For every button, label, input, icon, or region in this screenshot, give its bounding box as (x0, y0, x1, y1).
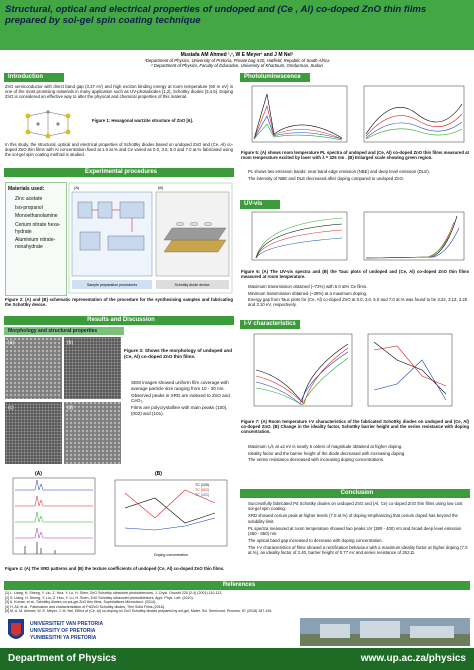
materials: Materials used: Zinc acetate Iso-propano… (8, 186, 64, 291)
bullet: XRD showed cerium peak at higher levels … (248, 513, 469, 524)
panel-title: Sample preparation procedures (87, 283, 138, 287)
figure-caption: Figure 6: (A) The UV-vis spectra and (B)… (241, 269, 469, 280)
bullet: The series resistance decreased with inc… (248, 457, 469, 462)
department: Department of Physics (8, 653, 117, 664)
bullet: Maximum Iₒ/Iᵣ at ±2 eV is nearly 5 order… (248, 444, 469, 449)
panel-title: Schottky diode device (175, 283, 210, 287)
logo-text: UNIVERSITY OF PRETORIA (30, 628, 96, 634)
affiliation: ¹Department of Physics, University of Pr… (144, 58, 330, 63)
figure-caption: Figure 2: (A) and (B) schematic represen… (5, 297, 233, 308)
material: Aluminium nitrate-nonahydrate (15, 237, 64, 251)
legend-entry: TC (100) (195, 483, 209, 487)
bullet: PL shows two emission bands: near band e… (248, 169, 469, 174)
reference: [2] S. Liang, H. Sheng, Y. Liu, Z. Huo, … (5, 595, 194, 600)
reference: [3] A. Kumar, et al., Schottky diodes on… (5, 600, 157, 605)
figure-4: (A) (B) TC (100) TC (002) TC (101) Dopin… (12, 471, 228, 557)
material: Iso-propanol (15, 205, 64, 212)
bullet: Films are polycrystalline with main peak… (131, 405, 232, 416)
sem-label: (a) (8, 340, 14, 346)
sem-label: (c) (8, 405, 14, 411)
crystal-figure (25, 110, 71, 139)
materials-box (5, 182, 67, 296)
section-heading: I-V characteristics (240, 320, 300, 329)
bullet: Minimum transmission obtained (~38%) at … (248, 291, 469, 296)
bullet: SEM images showed uniform film coverage … (131, 380, 232, 391)
reference: [4] H. Ali, et al., Fabrication and char… (5, 604, 165, 609)
material: Monoethanolamine (15, 213, 64, 220)
bullet: The I-V characteristics of films showed … (248, 545, 469, 556)
pl-figure (251, 85, 465, 143)
logo-text: YUNIBESITHI YA PRETORIA (30, 635, 97, 641)
logo-text: UNIVERSITEIT VAN PRETORIA (30, 621, 104, 627)
panel-label: (B) (158, 185, 164, 190)
sem-label: (b) (67, 340, 73, 346)
results-bullets: SEM images showed uniform film coverage … (124, 380, 232, 464)
intro-text: ZnO semiconductor with direct band gap (… (5, 84, 233, 100)
sem-images: (a) (b) (c) (d) (5, 337, 121, 464)
panel-label: (A) (74, 185, 80, 190)
reference-list: [1] L. Liang, H. Sheng, Y. Liu, Z. Hua, … (5, 591, 469, 615)
materials-title: Materials used: (8, 186, 45, 192)
figure-caption: Figure 1: Hexagonal wurtzite structure o… (92, 118, 193, 123)
iv-bullets: Maximum Iₒ/Iᵣ at ±2 eV is nearly 5 order… (241, 444, 469, 482)
sub-heading: Morphology and structural properties (4, 327, 124, 335)
bullet: Maximum transmission obtained (~72%) wit… (248, 284, 469, 289)
conclusion-bullets: Successfully fabricated Pd Schottky diod… (241, 501, 469, 579)
section-heading: References (4, 581, 470, 590)
bullet: Energy gap from Tauc plots for (Ce, Al) … (248, 297, 469, 307)
reference: [5] M. A. M. Ahmed, W. E. Meyer, J. M. N… (5, 609, 273, 614)
intro-text: In this study, the structural, optical a… (5, 142, 233, 158)
affiliation: ² Department of Physics, Faculty of Educ… (151, 63, 323, 68)
uvvis-figure (251, 211, 465, 261)
figure-caption: Figure 5: (A) shows room temperature PL … (241, 150, 469, 161)
bullet: Observed peaks in XRD are indexed to ZnO… (131, 393, 232, 404)
figure-caption: Figure 4: (A) The XRD patterns and (B) t… (5, 566, 225, 571)
section-heading: Photoluminescence (240, 73, 310, 82)
bullet: The intensity of NBE and DLE decreased a… (248, 176, 469, 181)
section-heading: Introduction (4, 73, 64, 82)
reference: [1] L. Liang, H. Sheng, Y. Liu, Z. Hua, … (5, 591, 223, 595)
bullet: The optical band gap increased to decrea… (248, 538, 469, 543)
material: Zinc acetate (15, 196, 64, 203)
iv-figure (253, 333, 453, 407)
section-heading: Conclusion (240, 489, 470, 498)
bullet: Successfully fabricated Pd Schottky diod… (248, 501, 469, 512)
figure-caption: Figure 7: (A) Room temperature I-V chara… (241, 419, 469, 435)
schematic: (A) (B) Sample preparation procedures Sc… (68, 182, 233, 294)
legend-entry: TC (101) (195, 493, 209, 497)
section-heading: Experimental procedures (4, 168, 234, 177)
panel-label: (B) (155, 471, 162, 477)
figure-caption: Figure 3: Shows the morphology of undope… (124, 348, 232, 359)
sem-label: (d) (67, 405, 73, 411)
authors: Mustafa AM Ahmed ¹,², W E Meyer¹ and J M… (180, 52, 294, 58)
pl-bullets: PL shows two emission bands: near band e… (241, 169, 469, 197)
title-band: Structural, optical and electrical prope… (0, 0, 474, 50)
section-heading: Results and Discussion (4, 316, 234, 325)
axis-label: Doping concentration (154, 553, 188, 557)
legend-entry: TC (002) (195, 488, 209, 492)
logo-band: UNIVERSITEIT VAN PRETORIA UNIVERSITY OF … (8, 618, 470, 646)
uvvis-bullets: Maximum transmission obtained (~72%) wit… (241, 284, 469, 318)
title: Structural, optical and electrical prope… (5, 4, 427, 26)
material: Cerium nitrate hexa-hydrate (15, 222, 64, 236)
footer: Department of Physics www.up.ac.za/physi… (0, 648, 474, 670)
bullet: Ideality factor and the barrier height o… (248, 451, 469, 456)
website: www.up.ac.za/physics (360, 653, 466, 664)
bullet: PL spectra measured at room temperature … (248, 526, 469, 537)
section-heading: UV-vis (240, 200, 280, 209)
panel-label: (A) (35, 471, 42, 477)
